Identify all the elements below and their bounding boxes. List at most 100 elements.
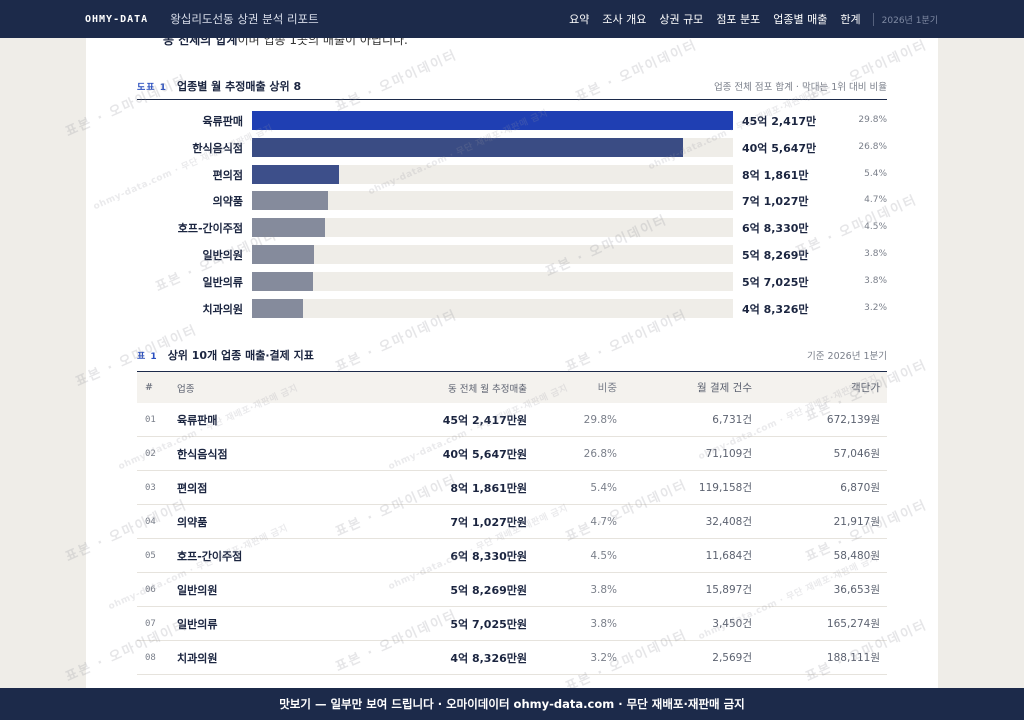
cell-sales: 6억 8,330만원	[450, 549, 527, 563]
cell-count: 6,731건	[712, 414, 752, 426]
bar-category-label: 편의점	[212, 168, 243, 182]
figure-rule	[137, 99, 887, 100]
bar-value-label: 40억 5,647만	[742, 141, 817, 155]
table-row: 04 의약품 7억 1,027만원 4.7% 32,408건 21,917원	[137, 505, 887, 539]
th-share: 비중	[597, 382, 617, 394]
bar-share-label: 29.8%	[858, 115, 887, 125]
cell-no: 07	[145, 618, 156, 629]
report-page: 동 전체의 합계이며 업종 1곳의 매출이 아닙니다. 도표 1 업종별 월 추…	[86, 38, 938, 688]
bar-value-label: 5억 8,269만	[742, 249, 809, 262]
table-head-row: # 업종 동 전체 월 추정매출 비중 월 결제 건수 객단가	[137, 371, 887, 403]
bar	[252, 137, 684, 157]
bar-row: 치과의원 4억 8,326만 3.2%	[137, 298, 887, 318]
cell-industry: 치과의원	[177, 651, 218, 665]
table-row: 05 호프-간이주점 6억 8,330만원 4.5% 11,684건 58,480원	[137, 539, 887, 573]
cell-sales: 40억 5,647만원	[442, 447, 527, 461]
cell-sales: 7억 1,027만원	[450, 515, 527, 529]
cell-aov: 57,046원	[833, 448, 880, 460]
bar-track	[252, 191, 733, 211]
bar	[252, 191, 328, 211]
bar-category-label: 의약품	[212, 195, 243, 209]
bar-share-label: 4.7%	[864, 195, 887, 206]
bar-track	[252, 245, 733, 264]
th-count: 월 결제 건수	[697, 382, 752, 394]
table-row: 06 일반의원 5억 8,269만원 3.8% 15,897건 36,653원	[137, 573, 887, 607]
brand-logo[interactable]: OHMY-DATA	[85, 13, 149, 25]
figure-header: 도표 1 업종별 월 추정매출 상위 8 업종 전체 점포 합계 · 막대는 1…	[137, 78, 887, 94]
bar-value-label: 6억 8,330만	[742, 222, 809, 236]
bar-track	[252, 218, 733, 238]
metrics-table: # 업종 동 전체 월 추정매출 비중 월 결제 건수 객단가 01 육류판매 45…	[137, 371, 887, 675]
nav-link-store-distribution[interactable]: 점포 분포	[716, 13, 761, 26]
bar-row: 편의점 8억 1,861만 5.4%	[137, 164, 887, 184]
bar	[252, 245, 314, 264]
cell-industry: 호프-간이주점	[177, 549, 243, 563]
cell-share: 3.8%	[590, 617, 617, 630]
cell-count: 2,569건	[712, 652, 752, 664]
cell-no: 01	[145, 414, 156, 425]
table-row: 07 일반의류 5억 7,025만원 3.8% 3,450건 165,274원	[137, 607, 887, 641]
cell-industry: 육류판매	[177, 413, 218, 427]
bar-category-label: 호프-간이주점	[177, 222, 243, 236]
bar-share-label: 3.8%	[864, 275, 887, 286]
bar-category-label: 육류판매	[202, 115, 243, 128]
bar	[252, 218, 325, 238]
cell-industry: 의약품	[177, 515, 208, 529]
cell-sales: 45억 2,417만원	[442, 413, 527, 427]
cell-aov: 188,111원	[826, 652, 880, 664]
bar	[252, 164, 340, 184]
cell-count: 119,158건	[698, 482, 752, 494]
bar-category-label: 일반의류	[202, 275, 243, 289]
cell-share: 29.8%	[583, 413, 617, 426]
table-row: 02 한식음식점 40억 5,647만원 26.8% 71,109건 57,046원	[137, 437, 887, 471]
table-row: 03 편의점 8억 1,861만원 5.4% 119,158건 6,870원	[137, 471, 887, 505]
th-aov: 객단가	[851, 382, 880, 394]
bar-category-label: 한식음식점	[192, 141, 243, 155]
bar-share-label: 5.4%	[864, 168, 887, 179]
nav-link-summary[interactable]: 요약	[569, 13, 590, 26]
cell-count: 71,109건	[705, 448, 752, 460]
th-no: #	[145, 382, 153, 393]
cell-aov: 165,274원	[826, 618, 880, 630]
bar-value-label: 7억 1,027만	[742, 195, 809, 209]
cell-count: 15,897건	[705, 584, 752, 596]
nav-link-market-size[interactable]: 상권 규모	[659, 13, 704, 26]
bar-share-label: 4.5%	[864, 222, 887, 233]
table-body: 01 육류판매 45억 2,417만원 29.8% 6,731건 672,139원 02 한식…	[137, 403, 887, 675]
period-label: 2026년 1분기	[872, 12, 938, 26]
cell-share: 4.7%	[590, 515, 617, 528]
cell-aov: 36,653원	[833, 584, 880, 596]
table-note: 기준 2026년 1분기	[807, 351, 887, 362]
nav-link-overview[interactable]: 조사 개요	[602, 13, 647, 26]
bar	[252, 298, 304, 318]
cell-sales: 4억 8,326만원	[450, 651, 527, 665]
th-industry: 업종	[177, 383, 195, 395]
cell-industry: 일반의류	[177, 617, 218, 631]
table-title: 상위 10개 업종 매출·결제 지표	[167, 349, 314, 362]
cell-industry: 한식음식점	[177, 447, 228, 461]
intro-rest: 이며 업종 1곳의 매출이 아닙니다.	[237, 38, 408, 47]
bar-category-label: 치과의원	[202, 302, 243, 316]
cell-no: 03	[145, 482, 156, 493]
cell-share: 3.8%	[590, 583, 617, 596]
cell-share: 3.2%	[590, 651, 617, 664]
cell-sales: 5억 7,025만원	[450, 617, 527, 631]
cell-share: 4.5%	[590, 549, 617, 562]
cell-industry: 일반의원	[177, 583, 218, 597]
nav-link-limits[interactable]: 한계	[840, 13, 861, 26]
bar-share-label: 3.8%	[864, 249, 887, 259]
report-title: 왕십리도선동 상권 분석 리포트	[170, 12, 319, 26]
nav-link-sales-by-industry[interactable]: 업종별 매출	[773, 13, 828, 26]
cell-no: 05	[145, 550, 156, 561]
cell-no: 04	[145, 516, 156, 527]
bar-track	[252, 111, 733, 130]
table-header: 표 1 상위 10개 업종 매출·결제 지표 기준 2026년 1분기	[137, 347, 887, 363]
cell-aov: 672,139원	[826, 414, 880, 426]
bar-track	[252, 137, 733, 157]
sales-bar-chart: 육류판매 45억 2,417만 29.8% 한식음식점 40억 5,647만 26.8% 편…	[137, 111, 887, 321]
bar-track	[252, 164, 733, 184]
th-sales: 동 전체 월 추정매출	[448, 383, 527, 395]
figure-tag: 도표 1	[137, 83, 167, 93]
table-row: 01 육류판매 45억 2,417만원 29.8% 6,731건 672,139원	[137, 403, 887, 437]
cell-sales: 8억 1,861만원	[450, 481, 527, 495]
